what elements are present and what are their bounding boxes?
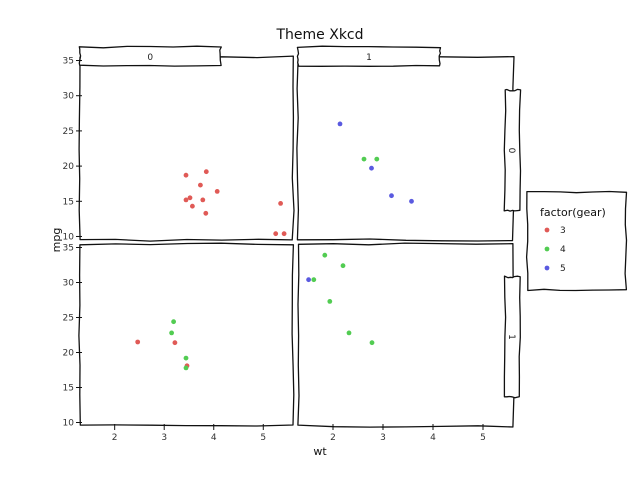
y-tick-label: 15 — [63, 197, 74, 207]
data-point-gear-4 — [169, 330, 175, 336]
chart-title: Theme Xkcd — [275, 27, 363, 43]
row-strip-0 — [503, 88, 522, 212]
data-point-gear-3 — [203, 169, 209, 175]
y-tick-label: 35 — [63, 244, 74, 254]
data-point-gear-4 — [361, 156, 367, 162]
y-tick-label: 25 — [63, 127, 74, 137]
legend: factor(gear) 3 4 5 — [525, 190, 628, 292]
data-point-gear-5 — [389, 193, 394, 199]
x-tick-label: 3 — [161, 433, 167, 443]
data-point-gear-3 — [183, 197, 189, 203]
data-point-gear-3 — [190, 203, 195, 209]
x-tick-label: 2 — [330, 433, 336, 443]
row-strip-label-1: 1 — [506, 334, 516, 340]
y-tick-label: 25 — [63, 314, 74, 324]
data-point-gear-4 — [340, 263, 346, 269]
panel-border-1-1 — [297, 242, 515, 428]
y-tick-label: 10 — [63, 419, 75, 429]
data-point-gear-3 — [187, 195, 193, 201]
x-tick-label: 5 — [480, 433, 486, 443]
legend-label-gear-4: 4 — [560, 245, 566, 255]
data-point-gear-3 — [200, 197, 206, 203]
legend-label-gear-5: 5 — [560, 264, 566, 274]
legend-title: factor(gear) — [540, 206, 606, 219]
row-strip-1 — [503, 275, 521, 399]
data-point-gear-3 — [135, 339, 141, 345]
x-axis-title: wt — [313, 445, 327, 458]
y-tick-label: 30 — [63, 279, 75, 289]
data-point-gear-5 — [306, 277, 311, 283]
data-point-gear-3 — [281, 231, 287, 237]
panel-border-1-0 — [78, 242, 295, 427]
data-point-gear-5 — [369, 165, 374, 171]
data-point-gear-3 — [203, 210, 209, 216]
x-tick-label: 4 — [211, 433, 217, 443]
data-point-gear-4 — [322, 252, 328, 258]
col-strip-1 — [296, 45, 442, 67]
legend-key-gear-3 — [544, 227, 550, 233]
data-point-gear-4 — [183, 355, 189, 361]
legend-key-gear-4 — [544, 246, 550, 252]
col-strip-label-1: 1 — [366, 53, 372, 63]
y-tick-label: 10 — [63, 232, 75, 242]
y-tick-label: 35 — [63, 57, 74, 67]
row-strip-label-0: 0 — [506, 148, 516, 154]
x-tick-label: 3 — [380, 433, 386, 443]
data-point-gear-4 — [327, 299, 333, 304]
data-point-gear-4 — [346, 330, 352, 336]
data-point-gear-4 — [374, 156, 380, 162]
data-point-gear-3 — [278, 201, 283, 206]
data-point-gear-4 — [311, 277, 317, 283]
data-point-gear-3 — [198, 182, 203, 188]
legend-label-gear-3: 3 — [560, 226, 566, 236]
data-point-gear-4 — [171, 319, 177, 325]
y-tick-label: 20 — [63, 162, 75, 172]
data-point-gear-3 — [172, 340, 178, 346]
x-tick-label: 4 — [430, 433, 436, 443]
data-point-gear-3 — [214, 189, 220, 194]
y-tick-label: 30 — [63, 92, 75, 102]
col-strip-label-0: 0 — [147, 53, 153, 63]
data-point-gear-5 — [337, 121, 343, 127]
y-axis-title: mpg — [50, 228, 63, 253]
panel-border-0-1 — [296, 55, 515, 242]
data-point-gear-4 — [183, 365, 189, 371]
data-point-gear-4 — [369, 340, 375, 346]
legend-box — [525, 190, 628, 292]
x-tick-label: 2 — [112, 433, 118, 443]
legend-key-gear-5 — [544, 265, 550, 271]
data-point-gear-5 — [409, 198, 414, 204]
y-tick-label: 15 — [63, 384, 74, 394]
y-tick-label: 20 — [63, 349, 75, 359]
data-point-gear-3 — [183, 172, 189, 178]
data-point-gear-3 — [273, 231, 279, 237]
col-strip-0 — [78, 45, 222, 67]
panel-border-0-0 — [78, 55, 295, 242]
x-tick-label: 5 — [260, 433, 266, 443]
